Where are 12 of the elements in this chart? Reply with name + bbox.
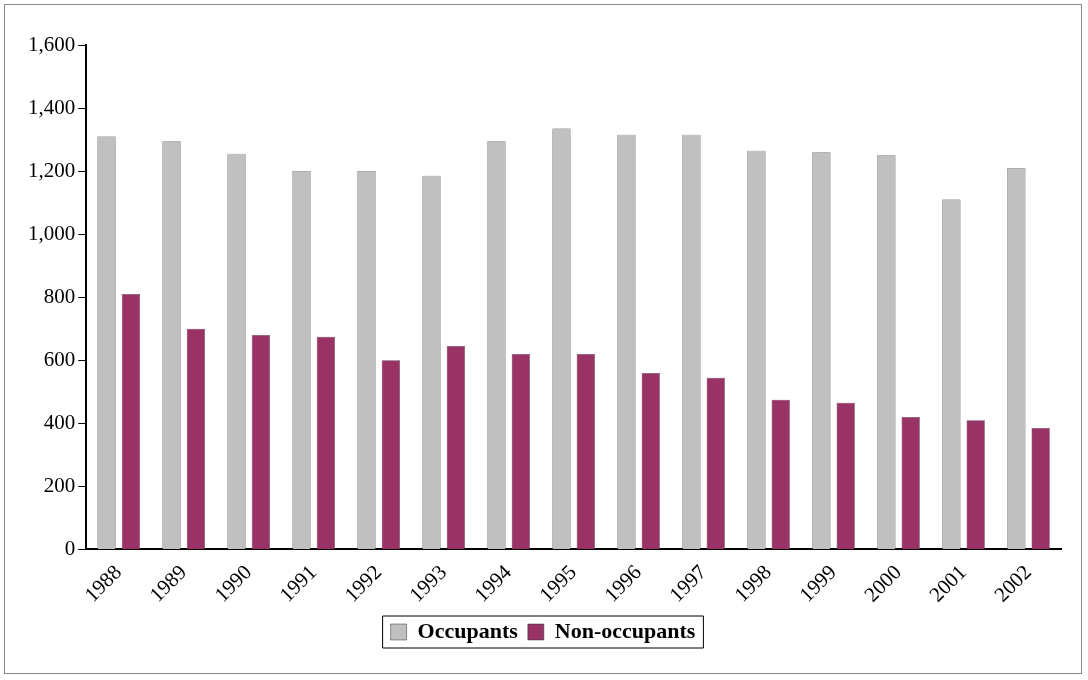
- x-tick-label: 1991: [274, 559, 322, 607]
- y-tick-label: 800: [43, 283, 76, 308]
- y-tick-label: 400: [43, 409, 76, 434]
- y-tick-label: 1,200: [28, 157, 76, 182]
- y-tick-label: 200: [43, 472, 76, 497]
- y-tick-label: 1,000: [28, 220, 76, 245]
- y-tick-label: 600: [43, 346, 76, 371]
- y-tick-label: 1,400: [28, 94, 76, 119]
- y-tick-label: 0: [64, 536, 76, 560]
- y-tick-label: 1,600: [28, 31, 76, 56]
- legend-label: Non-occupants: [554, 617, 696, 643]
- legend-label: Occupants: [417, 617, 519, 643]
